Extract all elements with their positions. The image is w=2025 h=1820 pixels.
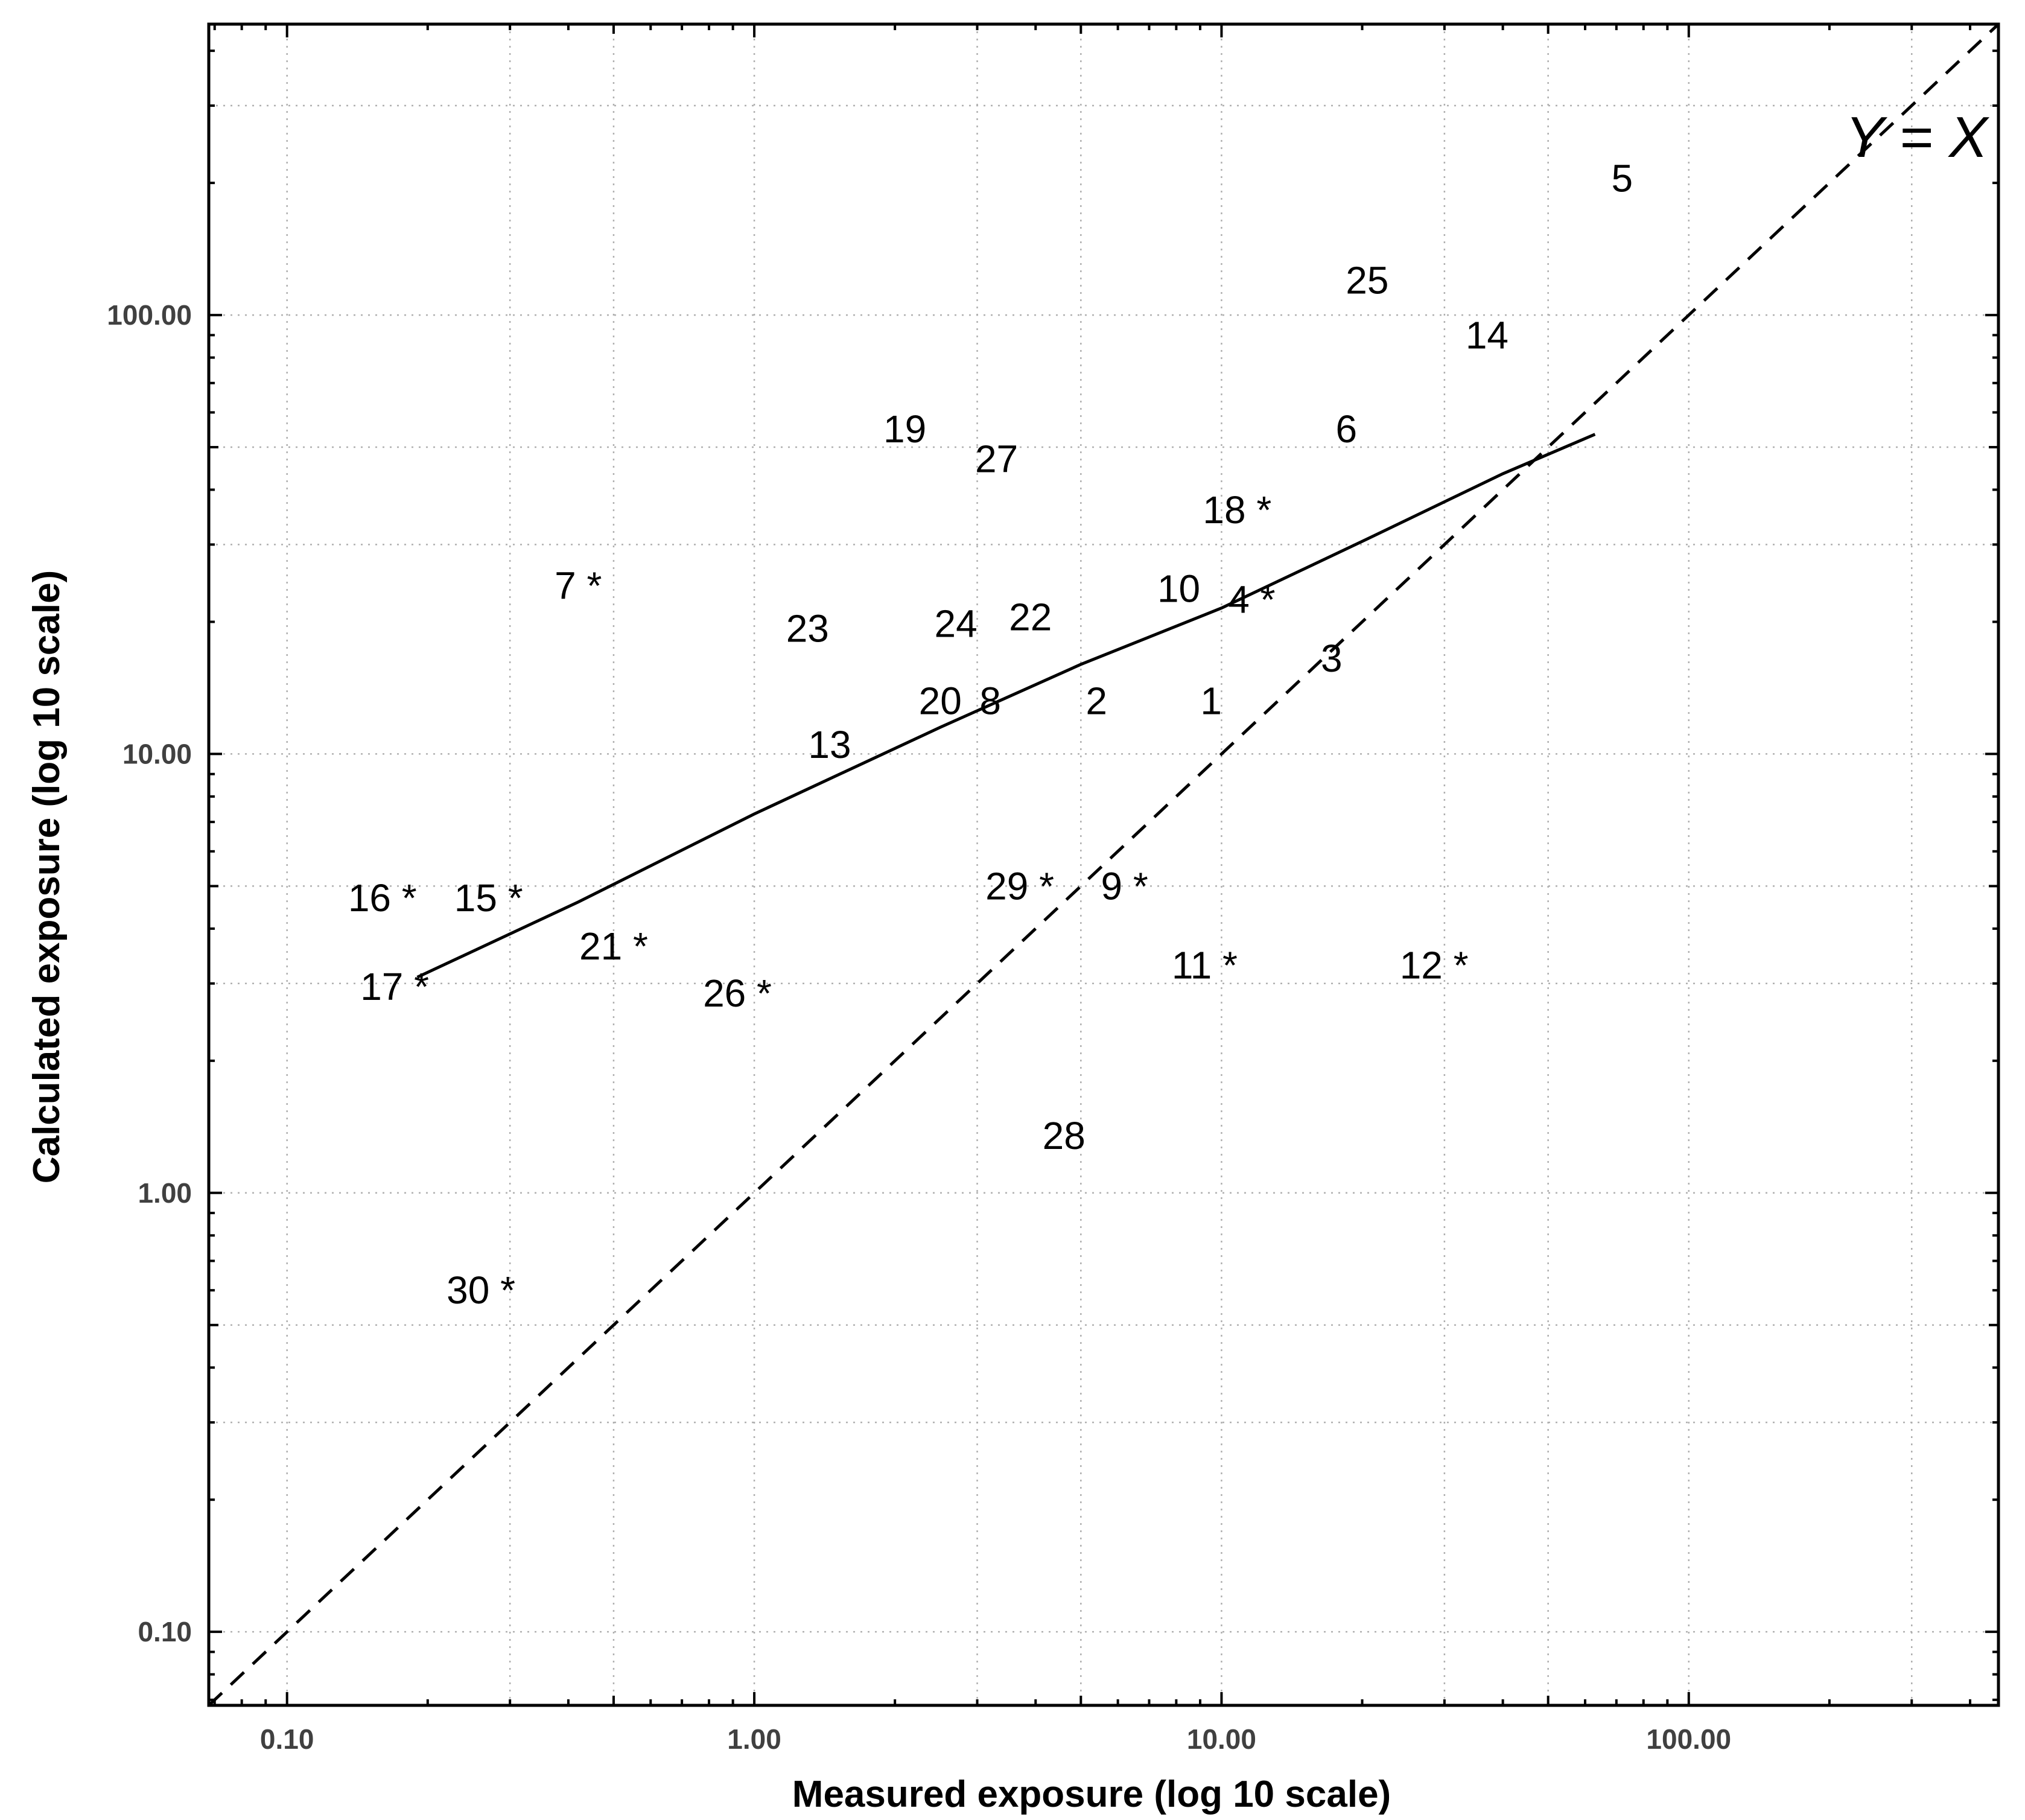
series-lines <box>208 23 2000 1707</box>
fitted-line <box>416 433 1596 979</box>
point-label: 24 <box>934 602 977 646</box>
y-tick-label: 10.00 <box>122 738 192 769</box>
y-axis-title: Calculated exposure (log 10 scale) <box>26 570 68 1184</box>
point-label: 17 * <box>360 965 429 1008</box>
x-tick-label: 10.00 <box>1187 1723 1256 1755</box>
point-label: 23 <box>786 607 829 651</box>
point-label: 27 <box>975 438 1018 481</box>
grid <box>209 24 1998 1705</box>
x-tick-label: 1.00 <box>727 1723 781 1755</box>
point-label: 22 <box>1009 596 1052 639</box>
point-label: 7 * <box>555 564 602 607</box>
x-tick-label: 100.00 <box>1646 1723 1731 1755</box>
x-tick-label: 0.10 <box>260 1723 314 1755</box>
plot-frame <box>207 22 2000 1707</box>
point-label: 13 <box>808 723 851 766</box>
point-label: 2 <box>1086 679 1107 723</box>
point-label: 12 * <box>1400 944 1469 987</box>
point-label: 15 * <box>454 876 523 920</box>
identity-line-label: Y = X <box>1845 105 1990 170</box>
point-label: 30 * <box>447 1268 515 1312</box>
point-label: 16 * <box>348 876 417 920</box>
axis-ticks: 0.10 1.00 10.00 100.00 0.10 1.00 10.00 100.00 <box>107 24 1998 1755</box>
identity-line <box>208 23 2000 1707</box>
x-axis-title: Measured exposure (log 10 scale) <box>792 1774 1391 1815</box>
point-label: 10 <box>1157 567 1200 611</box>
point-label: 28 <box>1043 1114 1086 1157</box>
y-tick-label: 0.10 <box>138 1616 192 1647</box>
point-label: 21 * <box>579 924 648 968</box>
point-label: 4 * <box>1228 578 1275 621</box>
point-label: 29 * <box>985 864 1054 908</box>
y-tick-label: 1.00 <box>138 1177 192 1209</box>
point-label: 8 <box>979 679 1001 723</box>
point-label: 20 <box>919 679 962 723</box>
point-label: 1 <box>1200 679 1222 723</box>
point-label: 9 * <box>1101 864 1148 908</box>
point-label: 6 <box>1336 407 1358 451</box>
point-label: 14 <box>1466 313 1508 357</box>
point-label: 25 <box>1346 258 1388 302</box>
y-tick-label: 100.00 <box>107 299 192 331</box>
point-label: 5 <box>1612 156 1633 200</box>
point-label: 3 <box>1321 637 1343 680</box>
point-label: 11 * <box>1172 944 1238 987</box>
point-label: 26 * <box>703 972 772 1015</box>
point-label: 19 <box>883 407 926 451</box>
point-label: 18 * <box>1203 488 1271 532</box>
